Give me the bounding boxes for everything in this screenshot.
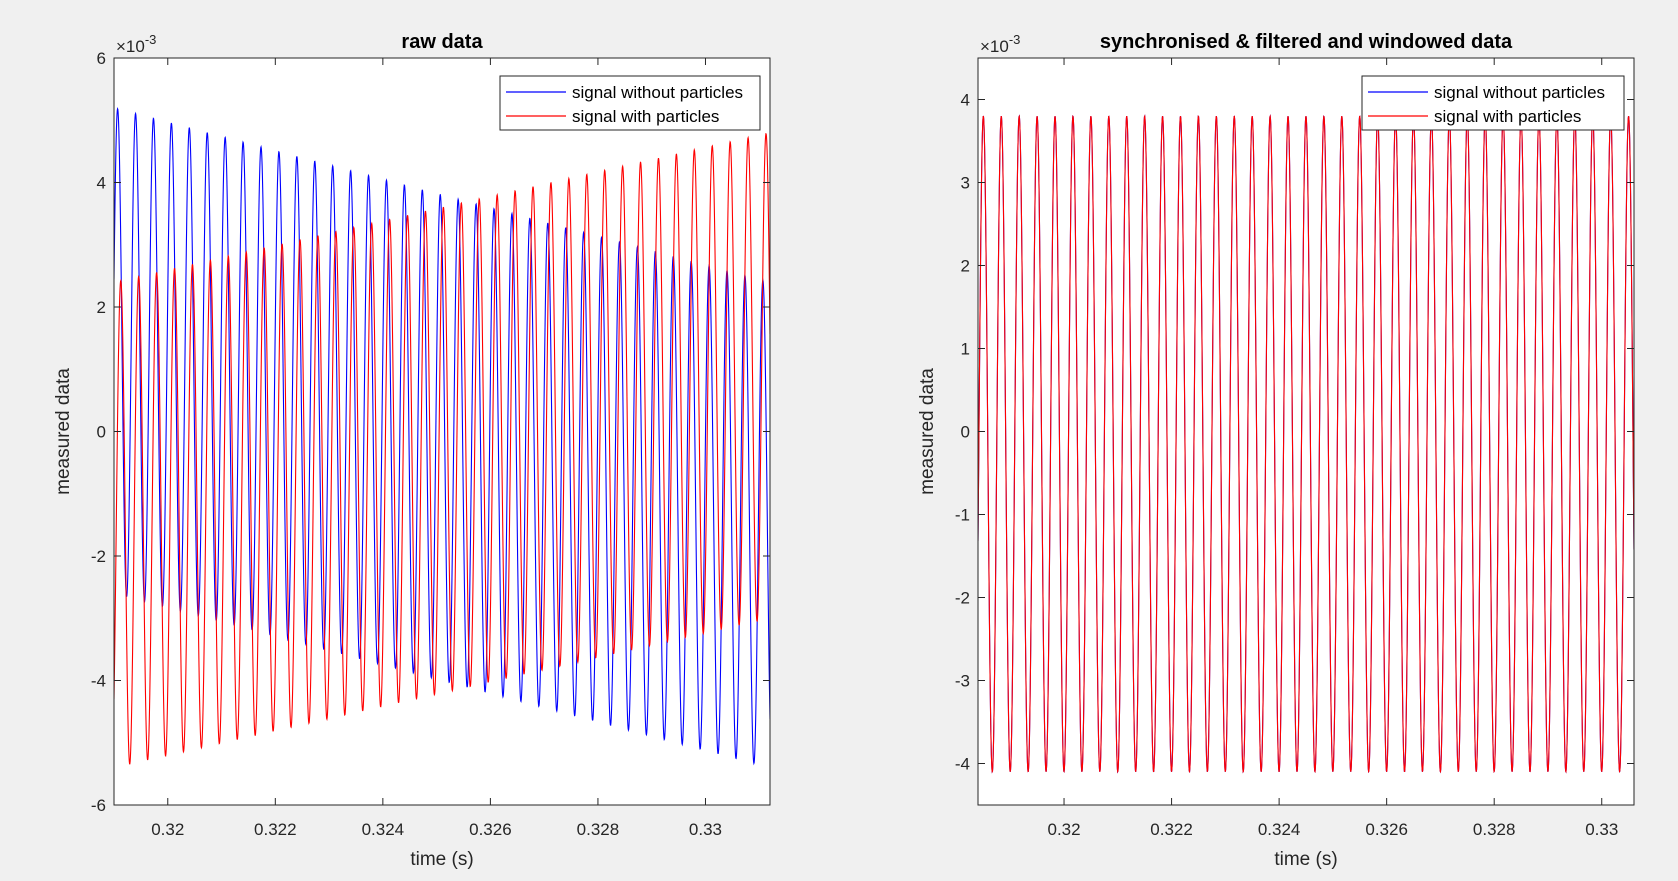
x-tick-label: 0.33 (1585, 820, 1618, 839)
series-line-1 (978, 114, 1634, 774)
y-tick-label: 4 (97, 174, 106, 193)
x-tick-label: 0.33 (689, 820, 722, 839)
y-tick-label: -6 (91, 796, 106, 815)
x-tick-label: 0.324 (1258, 820, 1301, 839)
y-exponent-power: -3 (1009, 32, 1021, 47)
y-tick-label: -1 (955, 506, 970, 525)
series-line-1 (114, 132, 770, 765)
x-tick-label: 0.322 (254, 820, 297, 839)
legend-entry-1: signal with particles (1434, 107, 1581, 126)
x-tick-label: 0.324 (362, 820, 405, 839)
x-tick-label: 0.328 (1473, 820, 1516, 839)
y-axis-label: measured data (53, 368, 74, 495)
chart-title: raw data (401, 31, 483, 53)
y-tick-label: -2 (955, 589, 970, 608)
chart-title: synchronised & filtered and windowed dat… (1100, 31, 1513, 53)
y-tick-label: -4 (91, 672, 106, 691)
legend-entry-0: signal without particles (1434, 83, 1605, 102)
filtered-data-axes: 0.32 0.322 0.324 0.326 0.328 0.33 -4 -3 -2 -1 0 1 2 3… (917, 31, 1635, 870)
y-tick-label: -2 (91, 547, 106, 566)
y-tick-label: -3 (955, 672, 970, 691)
plot-area (978, 58, 1634, 805)
raw-data-axes: 0.32 0.322 0.324 0.326 0.328 0.33 -6 -4 -2 0 2 4 6 ×1… (53, 31, 771, 870)
y-tick-label: 2 (961, 257, 970, 276)
legend-entry-0: signal without particles (572, 83, 743, 102)
x-tick-label: 0.322 (1150, 820, 1193, 839)
x-axis-label: time (s) (1274, 849, 1337, 870)
y-tick-label: 4 (961, 91, 970, 110)
y-exponent-power: -3 (145, 32, 157, 47)
x-tick-label: 0.32 (1047, 820, 1080, 839)
x-axis-label: time (s) (410, 849, 473, 870)
legend-entry-1: signal with particles (572, 107, 719, 126)
y-tick-label: 2 (97, 298, 106, 317)
y-tick-label: 1 (961, 340, 970, 359)
x-tick-label: 0.328 (577, 820, 620, 839)
y-exponent-label: ×10-3 (980, 32, 1020, 56)
y-tick-label: 0 (97, 423, 106, 442)
legend-box (499, 75, 761, 131)
x-tick-label: 0.32 (151, 820, 184, 839)
y-tick-label: -4 (955, 755, 970, 774)
y-tick-label: 3 (961, 174, 970, 193)
y-axis-label: measured data (917, 368, 938, 495)
x-tick-label: 0.326 (469, 820, 512, 839)
legend-box (1361, 75, 1625, 131)
y-exponent-label: ×10-3 (116, 32, 156, 56)
y-tick-label: 6 (97, 49, 106, 68)
x-tick-label: 0.326 (1365, 820, 1408, 839)
y-tick-label: 0 (961, 423, 970, 442)
